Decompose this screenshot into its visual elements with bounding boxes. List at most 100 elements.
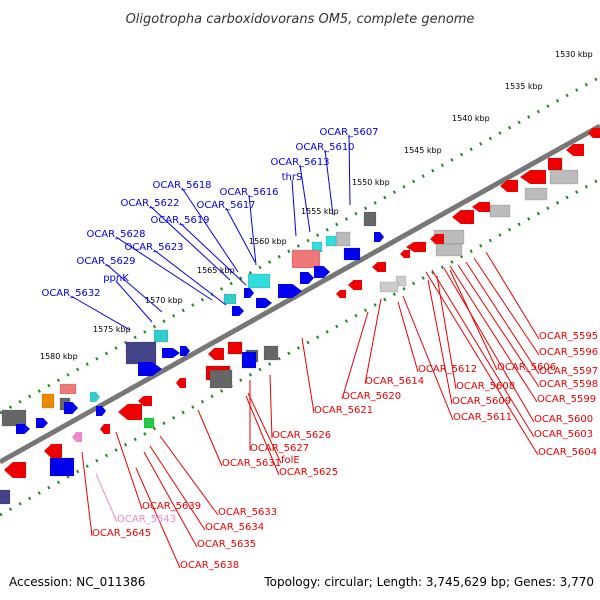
gene-feature: [118, 404, 142, 420]
leader-line: [135, 467, 181, 569]
leader-line: [197, 409, 223, 467]
leader-line: [301, 337, 315, 414]
gene-feature: [1, 409, 27, 427]
scale-label: 1540 kbp: [452, 114, 490, 123]
gene-label: OCAR_5596: [539, 347, 598, 358]
gene-feature: [223, 293, 237, 305]
leader-line: [115, 280, 153, 323]
labels-layer: OCAR_5607 OCAR_5610 OCAR_5613 thrS OCAR_5618…: [41, 127, 598, 571]
leader-line: [324, 149, 334, 216]
gene-label: OCAR_5595: [539, 331, 598, 342]
gene-feature: [325, 235, 337, 247]
gene-label: OCAR_5598: [539, 379, 598, 390]
gene-label: OCAR_5623: [124, 242, 183, 253]
scale-label: 1575 kbp: [93, 325, 131, 334]
gene-feature: [379, 281, 399, 293]
gene-feature: [547, 157, 563, 171]
scale-label: 1555 kbp: [301, 207, 339, 216]
gene-feature: [588, 128, 600, 138]
leader-line: [299, 164, 311, 233]
gene-feature: [291, 249, 321, 269]
gene-label: OCAR_5627: [250, 443, 309, 454]
gene-feature: [100, 424, 110, 434]
genome-summary-text: Topology: circular; Length: 3,745,629 bp…: [263, 575, 594, 589]
gene-feature: [300, 272, 314, 284]
leader-line: [449, 265, 538, 403]
gene-label: OCAR_5626: [272, 430, 331, 441]
scale-label: 1550 kbp: [352, 178, 390, 187]
scale-track-lower: [0, 177, 600, 517]
gene-label: OCAR_5597: [539, 366, 598, 377]
leader-line: [143, 451, 198, 548]
gene-label: thrS: [282, 172, 303, 183]
gene-label: OCAR_5643: [117, 514, 176, 525]
leader-line: [105, 263, 163, 313]
accession-text: Accession: NC_011386: [9, 575, 145, 589]
gene-feature: [4, 462, 26, 478]
gene-feature: [90, 392, 100, 402]
gene-label: OCAR_5625: [279, 467, 338, 478]
leader-line: [427, 279, 453, 405]
leader-line: [341, 311, 369, 400]
leader-line: [436, 275, 457, 390]
gene-feature: [314, 266, 330, 278]
gene-feature: [16, 424, 30, 434]
leader-line: [115, 236, 213, 301]
gene-feature: [489, 204, 511, 218]
gene-feature: [452, 210, 474, 224]
gene-feature: [96, 406, 106, 416]
leader-line: [348, 134, 351, 206]
gene-feature: [227, 341, 243, 355]
gene-label: folE: [281, 455, 300, 466]
gene-feature: [72, 432, 82, 442]
leader-line: [81, 451, 93, 537]
gene-feature: [566, 144, 584, 156]
gene-feature: [209, 369, 233, 389]
gene-label: OCAR_5620: [342, 391, 401, 402]
leader-line: [425, 271, 539, 456]
gene-label: OCAR_5634: [205, 522, 264, 533]
gene-feature: [374, 232, 384, 242]
leader-line: [431, 269, 535, 438]
gene-feature: [0, 489, 11, 505]
gene-feature: [241, 351, 257, 369]
gene-feature: [549, 169, 579, 185]
gene-feature: [400, 250, 410, 258]
gene-feature: [348, 280, 362, 290]
gene-feature: [208, 348, 224, 360]
leader-line: [149, 445, 206, 531]
leader-line: [159, 435, 219, 516]
gene-label: OCAR_5618: [152, 180, 211, 191]
leader-line: [402, 295, 454, 421]
leader-line: [95, 473, 118, 523]
gene-feature: [336, 290, 346, 298]
leader-line: [70, 295, 131, 331]
leader-line: [269, 374, 273, 439]
gene-feature: [372, 262, 386, 272]
gene-label: OCAR_5599: [537, 394, 596, 405]
gene-label: OCAR_5603: [534, 429, 593, 440]
leader-line: [115, 431, 143, 510]
gene-feature: [247, 273, 271, 289]
gene-label: OCAR_5635: [197, 539, 256, 550]
leader-line: [181, 187, 239, 273]
gene-feature: [125, 341, 157, 365]
gene-label: OCAR_5604: [538, 447, 597, 458]
gene-feature: [430, 234, 444, 244]
leader-line: [153, 249, 227, 306]
gene-label: OCAR_5638: [180, 560, 239, 571]
gene-feature: [138, 362, 162, 376]
gene-feature: [44, 444, 62, 458]
leader-line: [485, 251, 540, 340]
leader-line: [245, 395, 280, 476]
gene-feature: [335, 231, 351, 247]
leader-line: [364, 298, 382, 385]
gene-feature: [278, 284, 302, 298]
leader-line: [179, 222, 247, 286]
scale-label: 1570 kbp: [145, 296, 183, 305]
gene-label: OCAR_5610: [295, 142, 354, 153]
scale-label: 1530 kbp: [555, 50, 593, 59]
gene-feature: [36, 418, 48, 428]
gene-label: OCAR_5608: [456, 381, 515, 392]
gene-feature: [406, 242, 426, 252]
